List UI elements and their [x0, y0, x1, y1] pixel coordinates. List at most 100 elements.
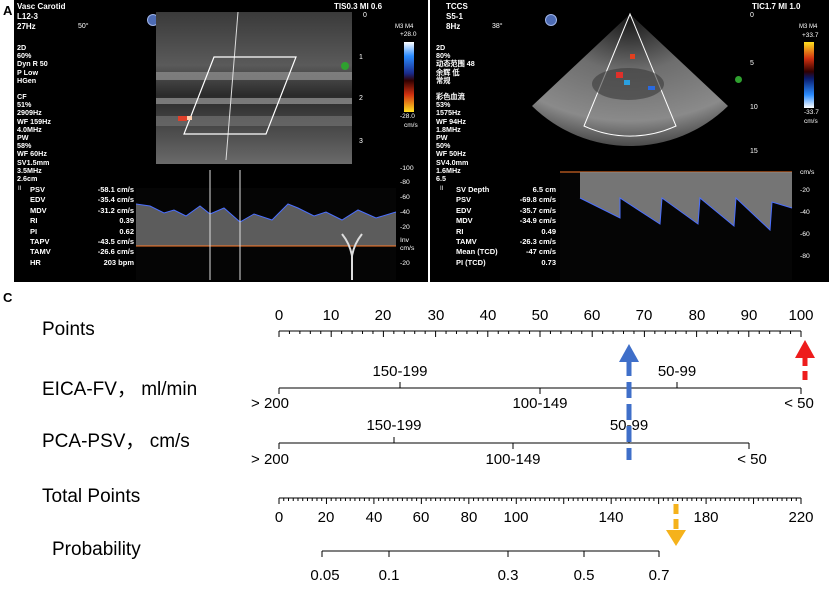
points-tick-label: 10 — [323, 307, 340, 324]
measurement-row: TAMV -26.6 cm/s — [30, 247, 134, 257]
tis-mi-readout: TIS0.3 MI 0.6 — [334, 2, 383, 11]
total-tick-label: 60 — [413, 509, 430, 526]
yellow-arrow — [666, 504, 686, 546]
color-bar-unit: cm/s — [404, 122, 418, 129]
probe-header-line-3: 27Hz — [17, 22, 36, 31]
row-label-prob: Probability — [52, 539, 141, 560]
ultrasound-panel-b: TCCS S5-1 8Hz 38° TIC1.7 MI 1.0 2D 80% 动态范… — [430, 0, 829, 282]
points-tick-label: 100 — [788, 307, 813, 324]
measurement-row: EDV -35.7 cm/s — [456, 205, 556, 215]
prob-tick-label: 0.5 — [574, 567, 595, 584]
row-label-total: Total Points — [42, 486, 140, 507]
probe-header-line-1: Vasc Carotid — [17, 2, 66, 11]
ultrasound-panel-a: Vasc Carotid L12-3 27Hz 50° TIS0.3 MI 0.… — [14, 0, 428, 282]
total-tick-label: 220 — [788, 509, 813, 526]
sector-image — [532, 12, 728, 147]
pca-level-label: 100-149 — [485, 451, 540, 468]
probe-header-line-1: TCCS — [446, 2, 468, 11]
total-tick-label: 40 — [366, 509, 383, 526]
eica-level-label: 100-149 — [512, 395, 567, 412]
probability-axis: 0.05 0.1 0.3 0.5 0.7 — [310, 550, 670, 584]
prob-tick-label: 0.3 — [498, 567, 519, 584]
eica-level-label: > 200 — [251, 395, 289, 412]
prob-tick-label: 0.05 — [310, 567, 339, 584]
probe-header-line-2: S5-1 — [446, 12, 463, 21]
measurement-row: Mean (TCD) -47 cm/s — [456, 247, 556, 257]
measurements-table: SV Depth 6.5 cm PSV -69.8 cm/s EDV -35.7 cm… — [456, 185, 556, 268]
total-tick-label: 0 — [275, 509, 283, 526]
pca-level-label: > 200 — [251, 451, 289, 468]
eica-level-label: < 50 — [784, 395, 814, 412]
points-tick-label: 0 — [275, 307, 283, 324]
color-bar-max: +28.0 — [400, 31, 417, 38]
measurement-row: EDV -35.4 cm/s — [30, 195, 134, 205]
measurement-bullet: II — [18, 186, 22, 192]
measurement-row: RI 0.39 — [30, 216, 134, 226]
measurement-row: RI 0.49 — [456, 226, 556, 236]
settings-column: 2D 80% 动态范围 48 余辉 低常规 彩色血流 53% 1575Hz WF 94H… — [436, 43, 475, 184]
tic-mi-readout: TIC1.7 MI 1.0 — [752, 2, 801, 11]
row-label-eica: EICA-FV， ml/min — [42, 379, 197, 400]
doppler-spectrum — [135, 170, 397, 280]
probe-logo-icon — [545, 14, 557, 26]
points-axis: 0 10 20 30 40 50 60 70 80 90 100 — [275, 307, 814, 337]
b-mode-image — [156, 12, 352, 164]
blue-arrow — [619, 344, 639, 460]
depth-scale: 0 1 2 3 — [359, 12, 367, 145]
color-bar-top-label: M3 M4 — [799, 24, 818, 30]
measurement-row: PSV -69.8 cm/s — [456, 195, 556, 205]
depth-scale: 0 5 10 15 — [750, 12, 758, 155]
measurements-table: PSV -58.1 cm/s EDV -35.4 cm/s MDV -31.2 cm/… — [30, 185, 134, 268]
points-tick-label: 80 — [689, 307, 706, 324]
probe-header-line-3: 8Hz — [446, 22, 461, 31]
color-bar-max: +33.7 — [802, 32, 819, 39]
color-bar-min: -33.7 — [804, 109, 819, 116]
measurement-row: PI (TCD) 0.73 — [456, 257, 556, 267]
measurement-row: SV Depth 6.5 cm — [456, 185, 556, 194]
focus-marker-icon — [735, 76, 742, 83]
measurement-row: MDV -31.2 cm/s — [30, 205, 134, 215]
settings-column: 2D 60% Dyn R 50 P Low HGen CF 51% 2909Hz WF 1… — [17, 43, 51, 184]
eica-level-label: 50-99 — [658, 363, 696, 380]
pca-level-label: < 50 — [737, 451, 767, 468]
probe-header-line-2: L12-3 — [17, 12, 38, 21]
color-bar — [404, 42, 414, 112]
panel-label-c: C — [3, 290, 13, 305]
total-points-axis: 0 20 40 60 80 100 140 180 220 — [275, 497, 814, 526]
angle-readout: 50° — [78, 23, 89, 30]
row-label-pca: PCA-PSV， cm/s — [42, 431, 190, 452]
panel-label-a: A — [3, 3, 13, 18]
measurement-row: MDV -34.9 cm/s — [456, 216, 556, 226]
measurement-row: PI 0.62 — [30, 226, 134, 236]
color-bar-unit: cm/s — [804, 118, 818, 125]
measurement-row: HR 203 bpm — [30, 257, 134, 267]
total-tick-label: 100 — [503, 509, 528, 526]
prob-tick-label: 0.1 — [379, 567, 400, 584]
measurement-row: TAPV -43.5 cm/s — [30, 237, 134, 247]
points-tick-label: 20 — [375, 307, 392, 324]
points-tick-label: 60 — [584, 307, 601, 324]
nomogram: Points EICA-FV， ml/min PCA-PSV， cm/s Tot… — [42, 307, 815, 584]
eica-level-label: 150-199 — [372, 363, 427, 380]
points-tick-label: 90 — [741, 307, 758, 324]
measurement-bullet: II — [440, 186, 444, 192]
prob-tick-label: 0.7 — [649, 567, 670, 584]
total-tick-label: 80 — [461, 509, 478, 526]
color-bar — [804, 42, 814, 108]
pca-level-label: 50-99 — [610, 417, 648, 434]
points-tick-label: 50 — [532, 307, 549, 324]
focus-marker-icon — [341, 62, 349, 70]
measurement-row: PSV -58.1 cm/s — [30, 185, 134, 194]
points-tick-label: 40 — [480, 307, 497, 324]
row-label-points: Points — [42, 319, 95, 340]
color-bar-top-label: M3 M4 — [395, 24, 414, 30]
red-arrow — [795, 340, 815, 380]
total-tick-label: 180 — [693, 509, 718, 526]
angle-readout: 38° — [492, 23, 503, 30]
eica-axis: 150-199 50-99 > 200 100-149 < 50 — [251, 363, 814, 412]
points-tick-label: 70 — [636, 307, 653, 324]
pca-axis: 150-199 50-99 > 200 100-149 < 50 — [251, 417, 767, 468]
pca-level-label: 150-199 — [366, 417, 421, 434]
points-tick-label: 30 — [428, 307, 445, 324]
total-tick-label: 140 — [598, 509, 623, 526]
